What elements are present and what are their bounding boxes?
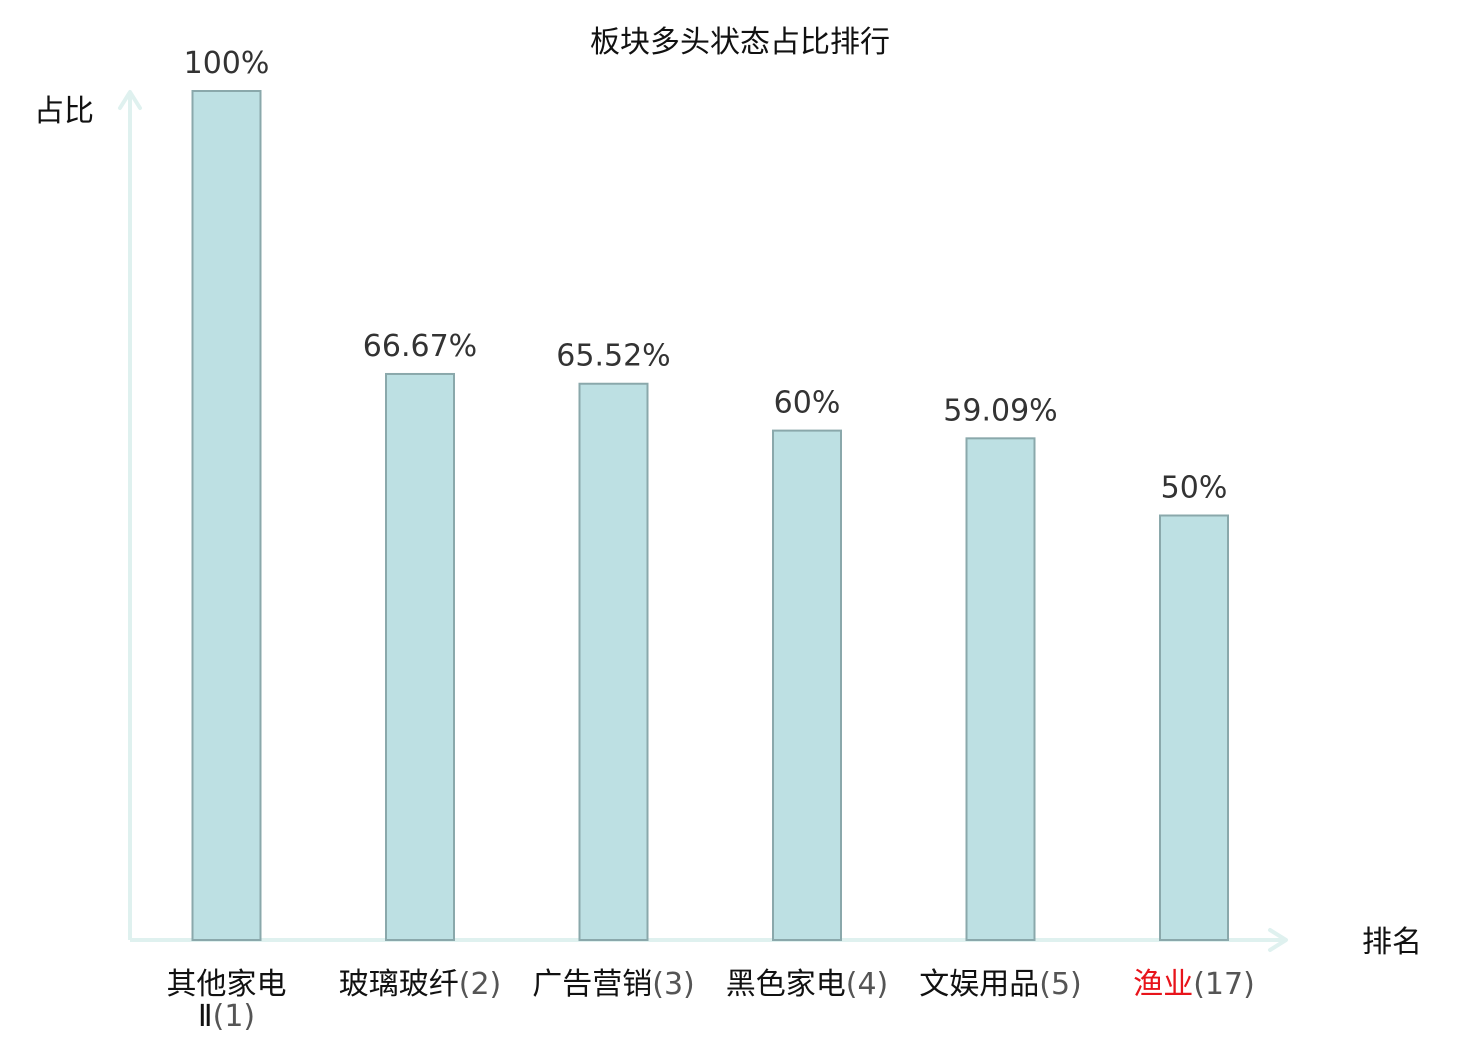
x-tick-label-line: Ⅱ (198, 999, 213, 1034)
x-tick-labels: 其他家电 Ⅱ(1)玻璃玻纤(2) 广告营销(3) 黑色家电(4) 文娱用品(5) 渔业(1… (167, 967, 1255, 1034)
data-label: 100% (184, 46, 270, 81)
data-label: 65.52% (556, 339, 670, 374)
chart-title: 板块多头状态占比排行 (590, 25, 890, 60)
data-label: 59.09% (943, 393, 1057, 428)
x-axis-label: 排名 (1362, 925, 1422, 960)
data-label: 50% (1161, 471, 1228, 506)
x-tick-rank: (5) (1039, 967, 1082, 1002)
x-tick-rank: (1) (213, 999, 256, 1034)
bar (578, 382, 649, 941)
x-tick-label-name: 文娱用品 (919, 967, 1039, 1002)
x-tick-label-name: 玻璃玻纤 (339, 967, 459, 1002)
x-axis-arrow (1268, 928, 1288, 952)
data-label: 60% (774, 386, 841, 421)
x-tick-label-name: 渔业 (1133, 967, 1193, 1002)
bar (1159, 514, 1229, 941)
x-tick-label-line: 其他家电 (167, 967, 287, 1002)
x-tick-rank: (2) (459, 967, 502, 1002)
x-tick-label: 其他家电 Ⅱ(1) (167, 967, 287, 1034)
x-tick-label-name: 黑色家电 (726, 967, 846, 1002)
bar (772, 429, 842, 941)
x-tick-label: 广告营销(3) (532, 967, 695, 1002)
x-tick-rank: (17) (1193, 967, 1255, 1002)
x-tick-label: 玻璃玻纤(2) (339, 967, 502, 1002)
y-axis-label: 占比 (34, 94, 94, 129)
x-tick-label: 黑色家电(4) (726, 967, 889, 1002)
bar (385, 372, 455, 942)
y-axis-arrow (118, 90, 142, 110)
bar (191, 90, 262, 941)
x-tick-label: 文娱用品(5) (919, 967, 1082, 1002)
bar (965, 437, 1036, 941)
x-tick-rank: (3) (652, 967, 695, 1002)
value-labels-layer: 100% 66.67% 65.52% 60% 59.09% 50% (184, 46, 1228, 506)
x-tick-label-name: 广告营销 (532, 967, 652, 1002)
bars-layer (191, 90, 1229, 942)
x-tick-rank: (4) (846, 967, 889, 1002)
data-label: 66.67% (363, 329, 477, 364)
x-tick-label: 渔业(17) (1133, 967, 1255, 1002)
